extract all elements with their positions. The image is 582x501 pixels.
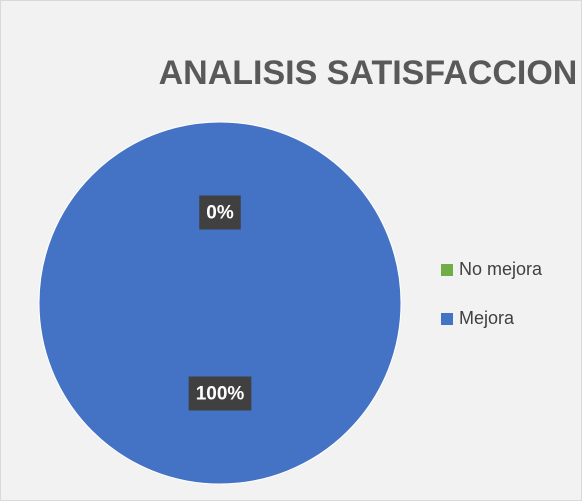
legend-swatch <box>441 264 453 276</box>
data-label: 100% <box>196 384 245 405</box>
data-label-box <box>188 376 252 411</box>
chart-title: ANALISIS SATISFACCION <box>159 54 578 92</box>
pie-slice <box>38 121 402 485</box>
data-label: 0% <box>206 203 234 224</box>
legend-label: Mejora <box>459 308 515 328</box>
legend-label: No mejora <box>459 259 543 279</box>
legend-swatch <box>441 313 453 325</box>
data-label-box <box>199 195 241 230</box>
